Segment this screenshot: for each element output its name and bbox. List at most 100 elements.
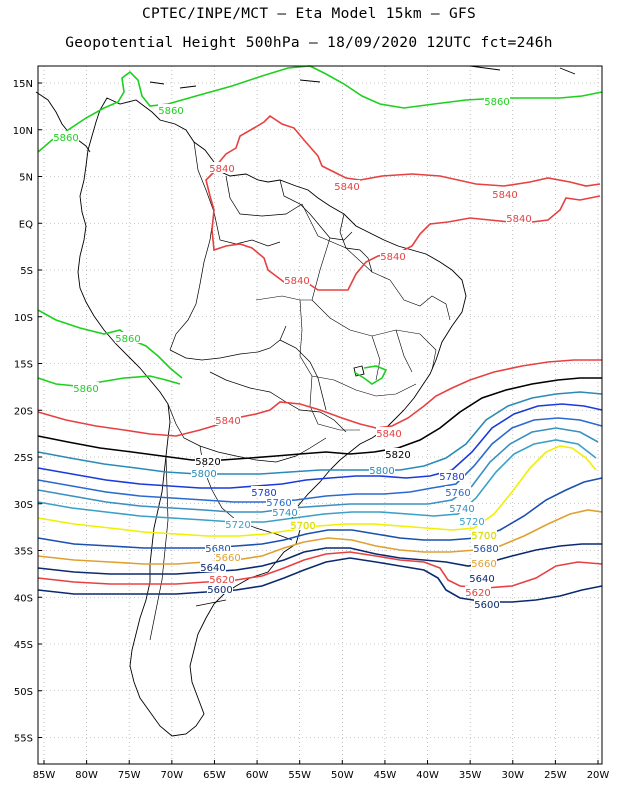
contour-5660 xyxy=(37,509,603,565)
contour-label-background xyxy=(53,131,79,142)
contour-label-background xyxy=(369,464,395,475)
contour-5720 xyxy=(37,439,597,523)
contour-label-5620: 5620 xyxy=(465,588,490,599)
coastline-and-borders xyxy=(35,65,576,737)
contour-label-background xyxy=(209,162,235,173)
latitude-axis-labels: 15N 10N 5N EQ 5S 10S 15S 20S 25S 30S 35S 40S 45S 50S 5… xyxy=(13,79,42,745)
longitude-label: 75W xyxy=(118,770,141,781)
contour-5840-east xyxy=(205,171,601,291)
contour-label-5840: 5840 xyxy=(380,252,405,263)
contour-label-background xyxy=(459,515,485,526)
contour-label-5860: 5860 xyxy=(115,334,140,345)
contour-label-5740: 5740 xyxy=(272,508,297,519)
contour-label-5660: 5660 xyxy=(215,553,240,564)
longitude-label: 80W xyxy=(75,770,98,781)
contour-label-5840: 5840 xyxy=(492,190,517,201)
contour-5740 xyxy=(37,427,599,513)
contour-label-5780: 5780 xyxy=(439,472,464,483)
latitude-label: 40S xyxy=(14,593,33,604)
contour-label-5840: 5840 xyxy=(209,164,234,175)
contour-label-5680: 5680 xyxy=(205,544,230,555)
latitude-label: 45S xyxy=(14,640,33,651)
caribbean-islands xyxy=(149,65,576,89)
contour-label-background xyxy=(380,250,406,261)
contour-5820 xyxy=(37,377,602,461)
south-america-coastline xyxy=(77,97,467,737)
contour-label-background xyxy=(73,382,99,393)
latitude-label: 50S xyxy=(14,687,33,698)
latitude-label: 15N xyxy=(13,79,33,90)
contour-label-background xyxy=(272,506,298,517)
contour-label-5760: 5760 xyxy=(266,498,291,509)
longitude-label: 45W xyxy=(374,770,397,781)
country-borders xyxy=(149,141,373,641)
contour-label-5800: 5800 xyxy=(191,469,216,480)
contour-label-background xyxy=(376,427,402,438)
contour-5860-small xyxy=(353,365,388,385)
longitude-label: 35W xyxy=(459,770,482,781)
contour-label-background xyxy=(492,188,518,199)
contour-label-5840: 5840 xyxy=(506,214,531,225)
contour-label-background xyxy=(484,95,510,106)
contour-label-5720: 5720 xyxy=(459,517,484,528)
contour-label-background xyxy=(385,448,411,459)
longitude-label: 85W xyxy=(33,770,56,781)
contour-label-background xyxy=(215,551,241,562)
contour-label-background xyxy=(471,557,497,568)
contour-label-background xyxy=(474,598,500,609)
longitude-label: 25W xyxy=(544,770,567,781)
contour-5860-west xyxy=(37,309,183,379)
map-title-line-2: Geopotential Height 500hPa – 18/09/2020 … xyxy=(65,35,553,51)
longitude-label: 60W xyxy=(246,770,269,781)
latitude-label: 10N xyxy=(13,126,33,137)
contour-label-background xyxy=(266,496,292,507)
contour-label-background xyxy=(191,467,217,478)
contour-label-5680: 5680 xyxy=(473,544,498,555)
longitude-axis-labels: 85W 80W 75W 70W 65W 60W 55W 50W 45W 40W 35W 30W 25W 2… xyxy=(33,760,610,781)
map-frame xyxy=(37,65,603,765)
contour-label-5760: 5760 xyxy=(445,488,470,499)
longitude-label: 40W xyxy=(416,770,439,781)
contour-label-5640: 5640 xyxy=(200,563,225,574)
contour-label-5720: 5720 xyxy=(225,520,250,531)
latitude-label: 55S xyxy=(14,734,33,745)
latitude-label: 30S xyxy=(14,500,33,511)
contour-5680 xyxy=(37,477,603,549)
contour-label-5700: 5700 xyxy=(471,531,496,542)
contour-5700 xyxy=(37,445,597,537)
contour-label-5860: 5860 xyxy=(158,106,183,117)
contour-label-5820: 5820 xyxy=(195,457,220,468)
contour-5860-north xyxy=(37,65,603,153)
contour-label-background xyxy=(290,519,316,530)
contour-label-background xyxy=(195,455,221,466)
state-borders xyxy=(255,203,451,431)
contour-label-5840: 5840 xyxy=(334,182,359,193)
contour-label-background xyxy=(209,573,235,584)
contour-5620 xyxy=(37,551,603,589)
central-america-coastline xyxy=(35,91,91,153)
latitude-label: 10S xyxy=(14,313,33,324)
contour-label-5860: 5860 xyxy=(53,133,78,144)
latitude-label: 5S xyxy=(20,266,33,277)
latitude-label: 15S xyxy=(14,360,33,371)
longitude-label: 30W xyxy=(501,770,524,781)
contour-label-background xyxy=(251,486,277,497)
contour-label-background xyxy=(506,212,532,223)
contour-label-5660: 5660 xyxy=(471,559,496,570)
contour-label-background xyxy=(215,414,241,425)
longitude-label: 20W xyxy=(587,770,610,781)
latitude-label: 25S xyxy=(14,453,33,464)
contour-label-background xyxy=(334,180,360,191)
longitude-label: 55W xyxy=(288,770,311,781)
contour-label-5640: 5640 xyxy=(469,574,494,585)
latitude-label: 35S xyxy=(14,547,33,558)
contour-label-5820: 5820 xyxy=(385,450,410,461)
contour-labels: 5860 5860 5860 5860 5860 5840 5840 5840 5840 5840… xyxy=(53,95,532,611)
height-contours xyxy=(37,65,603,603)
contour-label-5600: 5600 xyxy=(207,585,232,596)
contour-label-background xyxy=(115,332,141,343)
latitude-label: EQ xyxy=(19,219,33,230)
longitude-label: 65W xyxy=(203,770,226,781)
contour-label-background xyxy=(445,486,471,497)
